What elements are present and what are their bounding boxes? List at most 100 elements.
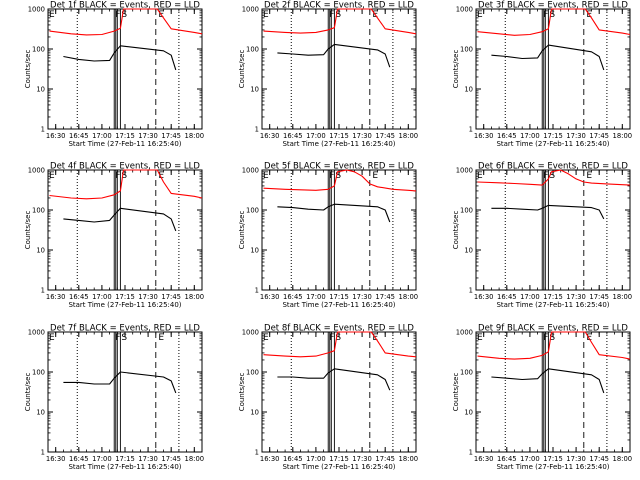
y-tick-label: 1 — [41, 448, 45, 456]
y-tick-label: 1000 — [28, 5, 45, 13]
panel-title: Det 7f BLACK = Events, RED = LLD — [50, 324, 200, 334]
y-tick-label: 100 — [246, 45, 259, 53]
x-tick-label: 17:00 — [92, 455, 112, 463]
x-tick-label: 16:45 — [69, 455, 89, 463]
y-tick-label: 10 — [36, 85, 45, 93]
x-tick-label: 17:00 — [520, 132, 540, 140]
lld-series-line — [477, 8, 631, 36]
marker-label: F — [329, 10, 334, 20]
y-tick-label: 100 — [32, 206, 45, 214]
y-tick-label: 1000 — [456, 5, 473, 13]
x-tick-label: 18:00 — [613, 293, 633, 301]
x-tick-label: 16:30 — [474, 455, 494, 463]
y-tick-label: 1000 — [242, 166, 259, 174]
events-series-line — [277, 43, 391, 68]
marker-label: F — [115, 171, 120, 181]
panel-title: Det 4f BLACK = Events, RED = LLD — [50, 162, 200, 172]
y-tick-label: 100 — [32, 368, 45, 376]
y-tick-label: 1000 — [28, 166, 45, 174]
x-tick-label: 17:30 — [138, 455, 158, 463]
marker-label: E — [158, 171, 164, 181]
y-axis-label: Counts/sec — [24, 50, 32, 89]
x-axis-label: Start Time (27-Feb-11 16:25:40) — [282, 463, 395, 471]
y-tick-label: 100 — [32, 45, 45, 53]
x-axis-label: Start Time (27-Feb-11 16:25:40) — [68, 140, 181, 148]
x-tick-label: 17:30 — [566, 132, 586, 140]
y-tick-label: 1000 — [242, 328, 259, 336]
x-tick-label: 17:00 — [306, 132, 326, 140]
x-tick-label: 16:30 — [260, 132, 280, 140]
y-tick-label: 1 — [469, 125, 473, 133]
y-axis-label: Counts/sec — [238, 211, 246, 250]
x-tick-label: 16:30 — [46, 293, 66, 301]
panel-title: Det 3f BLACK = Events, RED = LLD — [478, 1, 628, 11]
y-tick-label: 10 — [250, 246, 259, 254]
y-tick-label: 10 — [250, 85, 259, 93]
x-tick-label: 17:30 — [352, 132, 372, 140]
x-tick-label: 17:00 — [306, 293, 326, 301]
events-series-line — [277, 203, 391, 223]
marker-label: E — [477, 10, 483, 20]
panel-2: Det 2f BLACK = Events, RED = LLD 1 10 100 10… — [238, 1, 418, 149]
x-axis-label: Start Time (27-Feb-11 16:25:40) — [68, 301, 181, 309]
lld-series-line — [263, 169, 417, 192]
y-tick-label: 1000 — [28, 328, 45, 336]
y-tick-label: 1 — [255, 286, 259, 294]
y-tick-label: 10 — [36, 246, 45, 254]
events-series-line — [63, 207, 177, 232]
events-series-line — [491, 204, 605, 220]
y-tick-label: 1000 — [456, 328, 473, 336]
y-tick-label: 1 — [41, 286, 45, 294]
x-tick-label: 17:30 — [138, 132, 158, 140]
y-tick-label: 10 — [464, 246, 473, 254]
y-tick-label: 1 — [255, 448, 259, 456]
panel-4: Det 4f BLACK = Events, RED = LLD 1 10 100 10… — [24, 162, 204, 310]
x-tick-label: 17:45 — [161, 293, 181, 301]
x-tick-label: 18:00 — [399, 293, 419, 301]
x-tick-label: 18:00 — [185, 132, 205, 140]
y-tick-label: 100 — [460, 45, 473, 53]
lld-series-line — [477, 331, 631, 360]
marker-label: F — [543, 10, 548, 20]
marker-label: S — [335, 333, 341, 343]
marker-label: E — [263, 171, 269, 181]
x-tick-label: 17:15 — [329, 455, 349, 463]
panel-7: Det 7f BLACK = Events, RED = LLD 1 10 100 10… — [24, 324, 204, 472]
marker-label: F — [115, 333, 120, 343]
marker-label: S — [121, 171, 127, 181]
panel-3: Det 3f BLACK = Events, RED = LLD 1 10 100 10… — [452, 1, 632, 149]
y-axis-label: Counts/sec — [452, 373, 460, 412]
marker-label: F — [543, 171, 548, 181]
x-tick-label: 18:00 — [185, 293, 205, 301]
x-tick-label: 17:45 — [375, 455, 395, 463]
panel-title: Det 5f BLACK = Events, RED = LLD — [264, 162, 414, 172]
x-tick-label: 16:45 — [69, 132, 89, 140]
y-tick-label: 1 — [255, 125, 259, 133]
panel-title: Det 8f BLACK = Events, RED = LLD — [264, 324, 414, 334]
y-tick-label: 1 — [469, 448, 473, 456]
x-tick-label: 17:00 — [520, 455, 540, 463]
x-axis-label: Start Time (27-Feb-11 16:25:40) — [282, 301, 395, 309]
panel-5: Det 5f BLACK = Events, RED = LLD 1 10 100 10… — [238, 162, 418, 310]
marker-label: E — [263, 10, 269, 20]
marker-label: S — [549, 171, 555, 181]
marker-label: S — [549, 333, 555, 343]
panel-title: Det 2f BLACK = Events, RED = LLD — [264, 1, 414, 11]
y-axis-label: Counts/sec — [24, 373, 32, 412]
y-tick-label: 100 — [460, 206, 473, 214]
x-tick-label: 17:15 — [329, 293, 349, 301]
x-axis-label: Start Time (27-Feb-11 16:25:40) — [68, 463, 181, 471]
marker-label: E — [49, 333, 55, 343]
y-tick-label: 100 — [246, 368, 259, 376]
marker-label: S — [121, 333, 127, 343]
y-tick-label: 100 — [246, 206, 259, 214]
y-axis-label: Counts/sec — [24, 211, 32, 250]
x-tick-label: 17:45 — [375, 132, 395, 140]
panel-9: Det 9f BLACK = Events, RED = LLD 1 10 100 10… — [452, 324, 632, 472]
y-tick-label: 1 — [41, 125, 45, 133]
x-tick-label: 16:45 — [283, 132, 303, 140]
x-tick-label: 16:45 — [283, 455, 303, 463]
marker-label: F — [115, 10, 120, 20]
x-tick-label: 18:00 — [613, 132, 633, 140]
